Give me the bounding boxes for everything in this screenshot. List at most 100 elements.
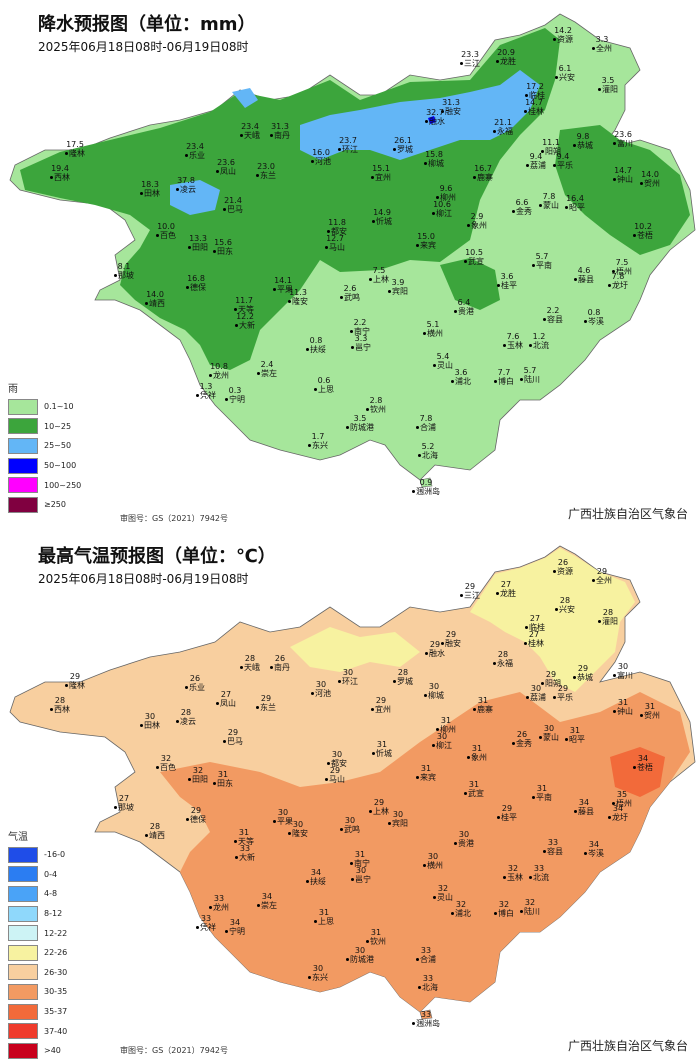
temp-city-name: 柳州 <box>440 725 456 734</box>
temp-city-label: 30 横州 <box>423 852 443 870</box>
temp-city-value: 33 <box>547 838 559 847</box>
rain-city-label: 6.4 贵港 <box>454 298 474 316</box>
city-dot-icon <box>520 910 523 913</box>
rain-city-value: 10.5 <box>465 248 483 257</box>
rain-city-label: 11.8 都安 <box>327 218 347 236</box>
city-dot-icon <box>306 348 309 351</box>
rain-city-value: 0.9 <box>419 478 433 487</box>
rain-city-name: 梧州 <box>616 267 632 276</box>
city-dot-icon <box>340 296 343 299</box>
temp-city-value: 31 <box>217 770 229 779</box>
temp-city-label: 28 凌云 <box>176 708 196 726</box>
city-dot-icon <box>346 958 349 961</box>
city-dot-icon <box>185 154 188 157</box>
temp-city-name: 忻城 <box>376 749 392 758</box>
temp-city-name: 百色 <box>160 763 176 772</box>
rain-city-value: 19.4 <box>51 164 69 173</box>
rain-city-name: 隆林 <box>69 149 85 158</box>
city-dot-icon <box>532 264 535 267</box>
weizhou-island <box>419 1009 433 1020</box>
temp-city-value: 31 <box>318 908 330 917</box>
city-dot-icon <box>529 344 532 347</box>
city-dot-icon <box>213 782 216 785</box>
city-dot-icon <box>464 260 467 263</box>
temp-city-label: 29 平乐 <box>553 684 573 702</box>
city-dot-icon <box>512 210 515 213</box>
city-dot-icon <box>451 380 454 383</box>
temp-city-name: 靖西 <box>149 831 165 840</box>
temp-city-label: 29 恭城 <box>573 664 593 682</box>
city-dot-icon <box>543 318 546 321</box>
temp-city-label: 30 蒙山 <box>539 724 559 742</box>
temp-city-value: 29 <box>501 804 513 813</box>
temp-city-value: 33 <box>213 894 225 903</box>
temp-city-name: 隆林 <box>69 681 85 690</box>
city-dot-icon <box>608 816 611 819</box>
rain-city-name: 东兰 <box>260 171 276 180</box>
temp-city-value: 33 <box>200 914 212 923</box>
rain-city-name: 灌阳 <box>602 85 618 94</box>
city-dot-icon <box>432 212 435 215</box>
rain-city-label: 32.7 融水 <box>425 108 445 126</box>
temp-city-value: 33 <box>420 946 432 955</box>
temp-city-label: 34 崇左 <box>257 892 277 910</box>
city-dot-icon <box>288 832 291 835</box>
temp-city-name: 龙州 <box>213 903 229 912</box>
city-dot-icon <box>338 148 341 151</box>
rain-city-label: 2.2 容县 <box>543 306 563 324</box>
temp-city-value: 34 <box>612 804 624 813</box>
rain-city-label: 10.0 百色 <box>156 222 176 240</box>
temp-city-label: 30 都安 <box>327 750 347 768</box>
temp-legend-item: 22-26 <box>8 943 67 963</box>
temp-city-label: 26 南丹 <box>270 654 290 672</box>
rain-city-label: 0.8 扶绥 <box>306 336 326 354</box>
rain-city-value: 15.1 <box>372 164 390 173</box>
temp-city-name: 罗城 <box>397 677 413 686</box>
temp-city-value: 31 <box>376 740 388 749</box>
rain-city-value: 3.3 <box>595 35 609 44</box>
rain-city-name: 浦北 <box>455 377 471 386</box>
rain-city-label: 12.7 马山 <box>325 234 345 252</box>
temp-city-name: 龙圩 <box>612 813 628 822</box>
rain-city-label: 7.6 玉林 <box>503 332 523 350</box>
temp-legend-label: 12-22 <box>44 928 68 938</box>
city-dot-icon <box>512 742 515 745</box>
city-dot-icon <box>65 684 68 687</box>
temp-city-label: 30 富川 <box>613 662 633 680</box>
rain-city-label: 7.7 博白 <box>494 368 514 386</box>
city-dot-icon <box>640 714 643 717</box>
city-dot-icon <box>270 134 273 137</box>
temp-city-value: 31 <box>354 850 366 859</box>
temp-city-value: 31 <box>536 784 548 793</box>
rain-city-name: 金秀 <box>516 207 532 216</box>
temp-city-label: 33 涠洲岛 <box>412 1010 440 1028</box>
rain-city-value: 23.7 <box>339 136 357 145</box>
temp-city-value: 30 <box>428 682 440 691</box>
rain-city-value: 3.3 <box>354 334 368 343</box>
temp-city-value: 34 <box>261 892 273 901</box>
temp-city-value: 30 <box>342 668 354 677</box>
city-dot-icon <box>574 278 577 281</box>
temp-city-name: 平南 <box>536 793 552 802</box>
rain-legend-label: 10~25 <box>44 421 72 431</box>
rain-city-label: 3.6 浦北 <box>451 368 471 386</box>
temp-legend-item: -16-0 <box>8 845 67 865</box>
temp-city-label: 30 环江 <box>338 668 358 686</box>
rain-title: 降水预报图（单位：mm） <box>38 14 256 35</box>
temp-city-name: 武鸣 <box>344 825 360 834</box>
temp-city-name: 南丹 <box>274 663 290 672</box>
city-dot-icon <box>524 642 527 645</box>
city-dot-icon <box>418 986 421 989</box>
rain-city-value: 13.3 <box>189 234 207 243</box>
temp-city-name: 博白 <box>498 909 514 918</box>
temp-city-value: 30 <box>427 852 439 861</box>
city-dot-icon <box>592 47 595 50</box>
rain-city-label: 14.7 钟山 <box>613 166 633 184</box>
temp-legend-label: -16-0 <box>44 850 66 860</box>
rain-city-name: 田林 <box>144 189 160 198</box>
temp-city-name: 大新 <box>239 853 255 862</box>
rain-band-25-50-nw <box>232 88 258 108</box>
temp-city-value: 27 <box>220 690 232 699</box>
rain-city-name: 凤山 <box>220 167 236 176</box>
temp-city-value: 30 <box>617 662 629 671</box>
